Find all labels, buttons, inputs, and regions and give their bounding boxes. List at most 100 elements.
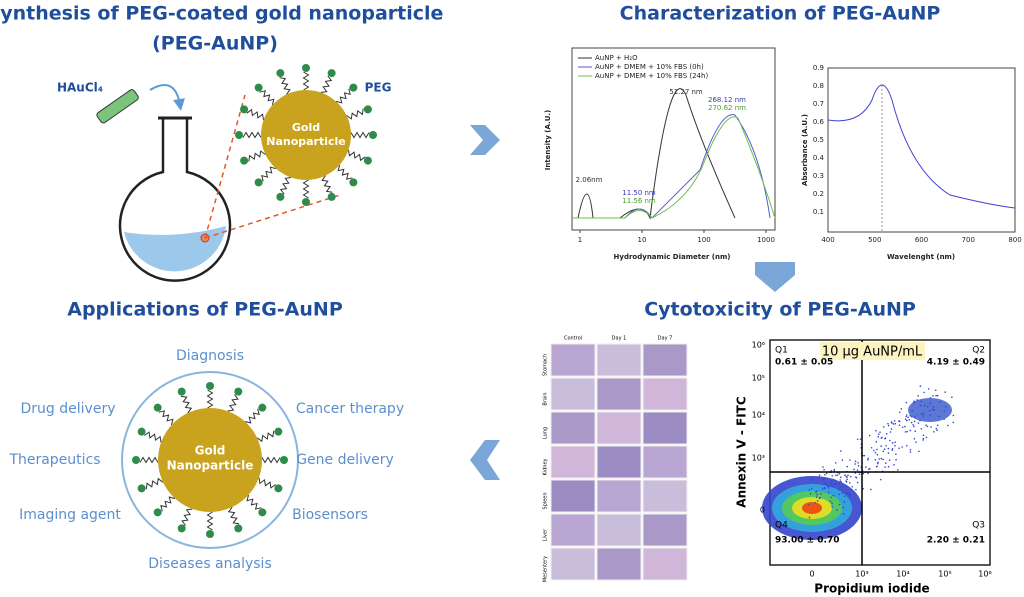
- title: Applications of PEG-AuNP: [67, 299, 343, 321]
- application: Diagnosis: [176, 348, 244, 364]
- event: [891, 449, 894, 451]
- label: HAuCl₄: [57, 81, 103, 95]
- x-tick-label: 10³: [855, 570, 868, 579]
- y-tick-label: 0.5: [813, 136, 824, 144]
- event: [882, 426, 885, 428]
- event: [849, 459, 851, 461]
- ligand-end: [153, 508, 162, 517]
- event: [823, 468, 825, 471]
- ligand-end: [274, 484, 283, 493]
- event: [909, 449, 912, 451]
- x-tick-label: 600: [915, 236, 928, 244]
- event: [904, 431, 907, 433]
- event: [925, 436, 928, 439]
- ligand-end: [235, 131, 243, 139]
- event: [867, 459, 869, 461]
- event: [858, 473, 861, 476]
- ligand-end: [240, 105, 249, 114]
- event: [847, 493, 850, 495]
- ligand: [321, 175, 333, 193]
- column-label: Day 7: [658, 336, 673, 342]
- title: Cytotoxicity of PEG-AuNP: [644, 299, 916, 321]
- event: [938, 415, 940, 418]
- event: [817, 476, 820, 478]
- event: [877, 461, 879, 464]
- absorbance-plot: [827, 67, 1016, 233]
- event: [836, 474, 839, 476]
- event: [913, 420, 916, 423]
- tissue-image: [642, 513, 688, 547]
- event: [947, 424, 949, 427]
- event: [885, 444, 887, 447]
- row-label: Spleen: [543, 492, 549, 509]
- event: [909, 429, 912, 432]
- event: [898, 447, 900, 450]
- event: [819, 496, 821, 499]
- y-tick-label: 0: [760, 506, 765, 515]
- event: [905, 415, 907, 418]
- event: [849, 475, 852, 478]
- event: [893, 420, 896, 422]
- flow-plot: [762, 339, 991, 566]
- event: [863, 454, 866, 457]
- event: [868, 434, 871, 437]
- event: [832, 494, 835, 497]
- tissue-image: [596, 343, 642, 377]
- event: [885, 462, 887, 464]
- event: [841, 459, 844, 461]
- event: [849, 482, 851, 484]
- tissue-image: [642, 445, 688, 479]
- x-tick-label: 10⁶: [978, 570, 991, 579]
- application: Diseases analysis: [148, 556, 272, 572]
- x-tick-label: 1: [578, 236, 582, 244]
- label: Nanoparticle: [266, 135, 346, 148]
- peak-label: 270.62 nm: [708, 104, 746, 112]
- event: [898, 411, 901, 414]
- event: [951, 396, 953, 398]
- ligand: [242, 131, 262, 139]
- row-label: Brain: [543, 392, 549, 405]
- tissue-image: [596, 411, 642, 445]
- application: Imaging agent: [19, 507, 121, 523]
- event: [847, 474, 849, 476]
- tissue-image: [596, 513, 642, 547]
- tissue-image: [550, 343, 596, 377]
- x-tick-label: 400: [821, 236, 834, 244]
- event: [919, 385, 922, 387]
- ligand-end: [363, 105, 372, 114]
- event: [895, 458, 897, 461]
- event: [870, 488, 872, 491]
- y-tick-label: 0.2: [813, 190, 824, 198]
- event: [894, 441, 896, 443]
- event: [825, 472, 828, 475]
- ligand: [139, 456, 159, 464]
- event: [905, 401, 908, 404]
- event: [831, 485, 834, 488]
- gold-core: [261, 90, 351, 180]
- tissue-image: [596, 445, 642, 479]
- tissue-image: [642, 411, 688, 445]
- event: [916, 399, 918, 401]
- event: [920, 427, 923, 430]
- event: [929, 409, 931, 412]
- event: [838, 483, 841, 485]
- ligand: [279, 177, 292, 195]
- ring: [121, 371, 299, 549]
- y-tick-label: 0.4: [813, 154, 825, 162]
- event: [831, 505, 834, 508]
- tissue-image: [642, 377, 688, 411]
- event: [905, 444, 908, 447]
- title: (PEG-AuNP): [152, 33, 278, 55]
- application: Cancer therapy: [296, 401, 404, 417]
- event: [838, 493, 841, 496]
- ligand-end: [276, 192, 285, 201]
- event: [929, 414, 932, 416]
- label: Gold: [292, 121, 320, 134]
- event: [833, 468, 836, 471]
- event: [935, 394, 937, 397]
- event: [824, 482, 827, 485]
- ligand: [348, 149, 366, 162]
- event: [876, 453, 879, 456]
- event: [882, 450, 885, 453]
- event: [922, 434, 925, 436]
